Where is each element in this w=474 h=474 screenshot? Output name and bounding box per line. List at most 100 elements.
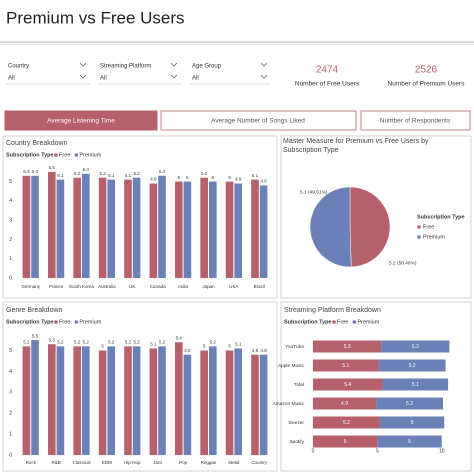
tab[interactable] bbox=[360, 110, 471, 131]
bar bbox=[149, 183, 158, 278]
bar bbox=[98, 177, 107, 278]
data-label: 5.5 bbox=[32, 333, 39, 338]
data-label: 5.1 bbox=[342, 363, 349, 369]
bar-segment bbox=[376, 397, 443, 410]
bar bbox=[225, 350, 234, 455]
data-label: 5.3 bbox=[159, 169, 166, 174]
bar bbox=[149, 348, 158, 455]
bar bbox=[22, 175, 31, 278]
bar bbox=[183, 181, 192, 278]
data-label: 4.9 bbox=[341, 401, 348, 407]
filter-label: Streaming Platform bbox=[100, 64, 151, 70]
data-label: 4.8 bbox=[184, 348, 191, 353]
legend-label: Free bbox=[337, 319, 348, 325]
data-label: 5.4 bbox=[344, 382, 351, 388]
y-tick-label: 2 bbox=[9, 411, 12, 417]
legend-swatch bbox=[54, 320, 58, 324]
x-tick-label: R&B bbox=[51, 460, 60, 465]
y-tick-label: 5 bbox=[9, 348, 12, 354]
chevron bbox=[260, 62, 268, 67]
kpi-label: Number of Free Users bbox=[295, 81, 360, 88]
data-label: 4.9 bbox=[150, 177, 157, 182]
data-label: 5.3 bbox=[412, 344, 419, 350]
data-label: 5.4 bbox=[176, 335, 183, 340]
filter[interactable]: Streaming Platform All bbox=[97, 62, 181, 85]
x-tick-label: Classical bbox=[72, 460, 90, 465]
chart-title: Genre Breakdown bbox=[6, 307, 63, 314]
legend-swatch bbox=[332, 320, 336, 324]
page-title: Premium vs Free Users bbox=[6, 8, 185, 27]
data-label: 5.1 (49.51%) bbox=[300, 189, 328, 195]
bar bbox=[209, 346, 217, 455]
data-label: 5.1 bbox=[150, 342, 157, 347]
data-label: 5.2 bbox=[210, 340, 217, 345]
bar bbox=[107, 179, 116, 278]
data-label: 5.3 bbox=[23, 169, 30, 174]
bar bbox=[174, 181, 183, 278]
bar bbox=[124, 346, 132, 455]
chevron bbox=[170, 74, 178, 79]
bar bbox=[158, 346, 166, 455]
y-tick-label: Deezer bbox=[289, 420, 305, 426]
data-label: 5.2 bbox=[343, 420, 350, 426]
y-tick-label: Tidal bbox=[294, 382, 304, 388]
tab[interactable] bbox=[160, 110, 357, 131]
chevron bbox=[79, 74, 87, 79]
data-label: 5.4 bbox=[83, 167, 90, 172]
y-tick-label: 0 bbox=[9, 452, 12, 458]
data-label: 5.2 bbox=[125, 340, 132, 345]
y-tick-label: YouTube bbox=[285, 344, 304, 350]
bar bbox=[132, 177, 141, 278]
filter[interactable]: Country All bbox=[6, 62, 90, 85]
chart-title-box: Master Measure for Premium vs Free Users… bbox=[283, 138, 428, 154]
x-tick-label: Pop bbox=[179, 460, 188, 465]
data-label: 5 bbox=[203, 344, 206, 349]
bar bbox=[259, 354, 268, 455]
tab-label[interactable]: Average Listening Time bbox=[47, 118, 115, 125]
data-label: 5.1 bbox=[57, 173, 64, 178]
data-label: 5 bbox=[228, 344, 231, 349]
data-label: 4.8 bbox=[260, 348, 267, 353]
chart-title: Streaming Platform Breakdown bbox=[284, 307, 381, 314]
bar bbox=[47, 344, 56, 455]
data-label: 4.8 bbox=[260, 179, 267, 184]
y-tick-label: 1 bbox=[9, 256, 12, 262]
bar bbox=[251, 354, 259, 455]
data-label: 5.2 bbox=[74, 340, 81, 345]
data-label: 5 bbox=[101, 344, 104, 349]
filter-value: All bbox=[100, 76, 107, 82]
bar bbox=[31, 340, 39, 455]
x-tick-label: USA bbox=[229, 284, 238, 289]
bar bbox=[234, 348, 243, 455]
bar bbox=[259, 185, 268, 278]
chevron bbox=[79, 62, 87, 67]
tab-active[interactable] bbox=[4, 110, 158, 131]
tab-label[interactable]: Number of Respondents bbox=[380, 118, 451, 125]
data-label: 5 bbox=[178, 175, 181, 180]
legend-swatch bbox=[417, 235, 421, 239]
x-tick-label: 0 bbox=[312, 448, 315, 454]
filter[interactable]: Age Group All bbox=[189, 62, 271, 85]
data-label: 5.1 bbox=[125, 173, 132, 178]
y-tick-label: 4 bbox=[9, 198, 12, 204]
data-label: 5.2 bbox=[99, 171, 106, 176]
x-tick-label: Brazil bbox=[254, 284, 265, 289]
data-label: 5.1 bbox=[412, 382, 419, 388]
bar-segment bbox=[313, 397, 377, 410]
y-tick-label: 3 bbox=[9, 390, 12, 396]
legend-title: Subscription Type bbox=[417, 214, 465, 220]
data-label: 5 bbox=[411, 420, 414, 426]
bar bbox=[225, 181, 234, 278]
bar bbox=[56, 179, 65, 278]
legend-label: Free bbox=[423, 224, 434, 230]
data-label: 5.2 bbox=[159, 340, 166, 345]
legend-title: Subscription Type bbox=[6, 152, 54, 158]
tab-label[interactable]: Average Number of Songs Liked bbox=[211, 118, 305, 125]
data-label: 5.3 bbox=[32, 169, 39, 174]
legend-swatch bbox=[352, 320, 357, 324]
data-label: 5.2 bbox=[74, 171, 81, 176]
data-label: 5 bbox=[228, 175, 231, 180]
legend-label: Premium bbox=[79, 152, 101, 158]
x-tick-label: India bbox=[178, 284, 188, 289]
